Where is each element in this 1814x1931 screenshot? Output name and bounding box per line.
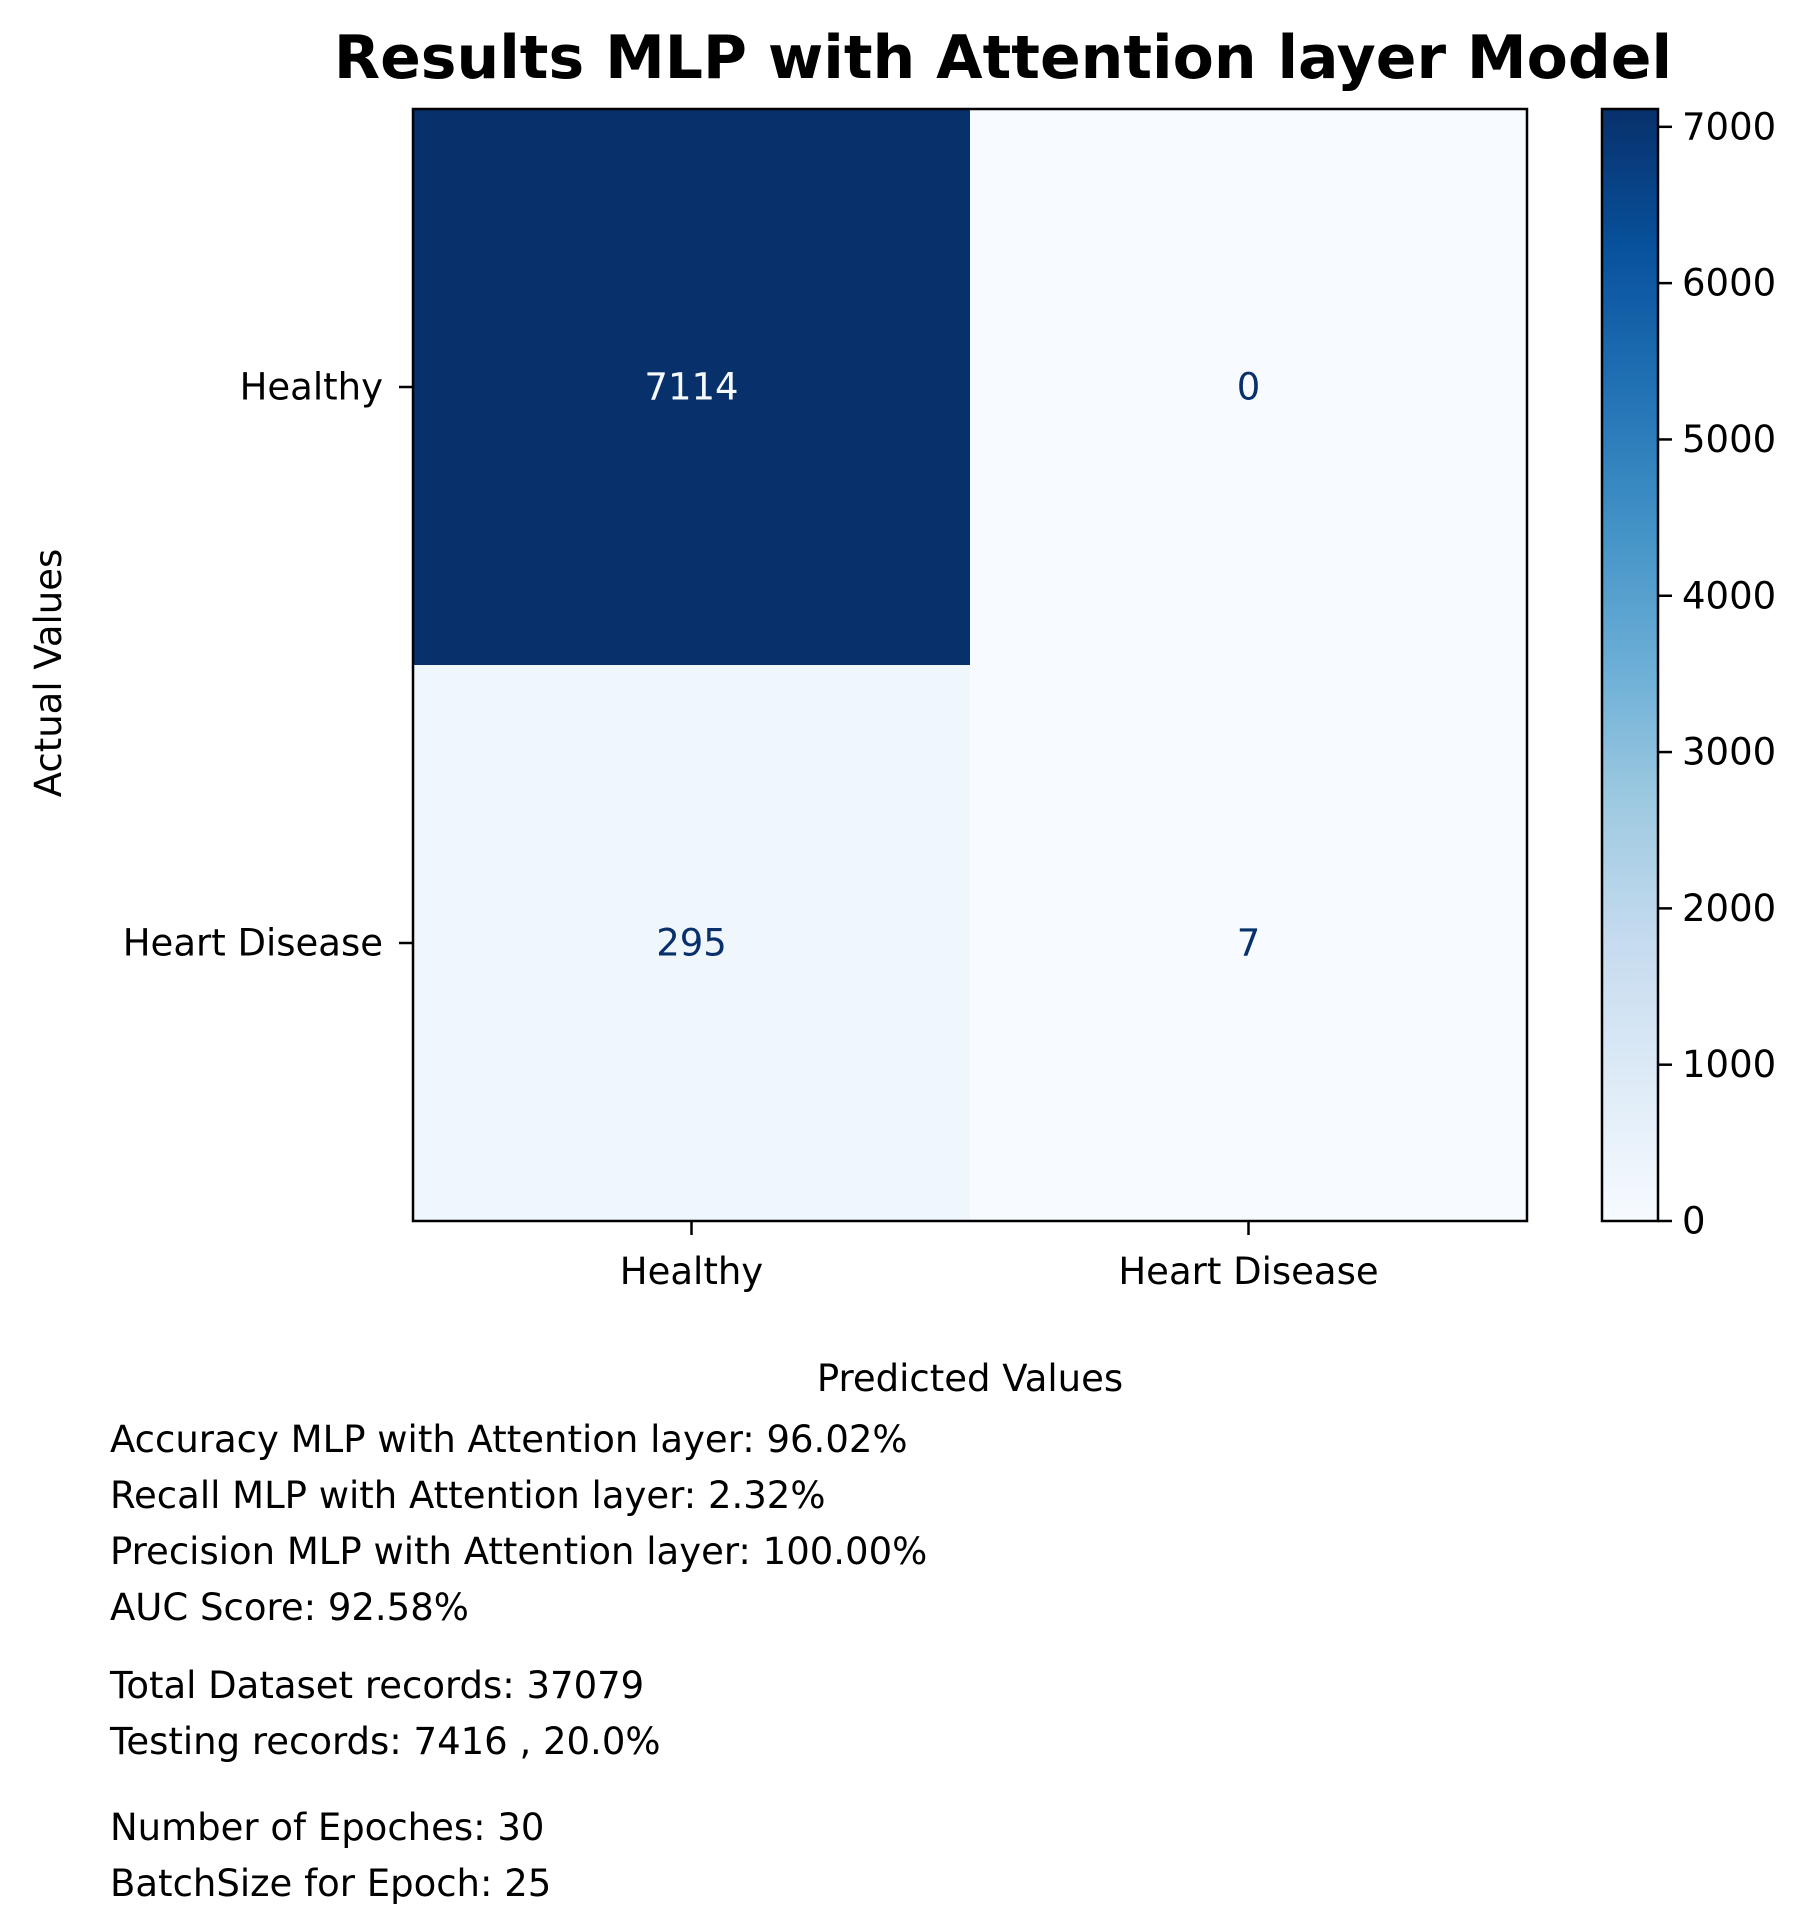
cell-value-0-1: 0 bbox=[1237, 366, 1261, 409]
y-tick-label-0: Healthy bbox=[240, 366, 383, 409]
x-axis-label: Predicted Values bbox=[817, 1357, 1123, 1400]
x-tick-label-0: Healthy bbox=[620, 1250, 763, 1293]
x-tick-label-1: Heart Disease bbox=[1118, 1250, 1378, 1293]
accuracy-text: Accuracy MLP with Attention layer: 96.02… bbox=[110, 1418, 908, 1461]
epochs-text: Number of Epoches: 30 bbox=[110, 1806, 545, 1849]
colorbar-tick-label-3: 3000 bbox=[1682, 731, 1776, 774]
matrix-cells: 7114 0 295 7 bbox=[413, 109, 1527, 1221]
cell-0-0 bbox=[413, 109, 970, 665]
precision-text: Precision MLP with Attention layer: 100.… bbox=[110, 1530, 928, 1573]
colorbar-tick-label-2: 2000 bbox=[1682, 887, 1776, 930]
colorbar-ticks: 0 1000 2000 3000 4000 5000 6000 7000 bbox=[1658, 105, 1776, 1243]
cell-1-0 bbox=[413, 665, 970, 1221]
batch-size-text: BatchSize for Epoch: 25 bbox=[110, 1862, 552, 1905]
cell-value-0-0: 7114 bbox=[644, 366, 738, 409]
colorbar-tick-label-7: 7000 bbox=[1682, 105, 1776, 148]
auc-text: AUC Score: 92.58% bbox=[110, 1586, 469, 1629]
chart-title: Results MLP with Attention layer Model bbox=[334, 23, 1672, 93]
x-axis-ticks: Healthy Heart Disease bbox=[620, 1221, 1379, 1293]
colorbar bbox=[1602, 109, 1658, 1221]
cell-0-1 bbox=[970, 109, 1527, 665]
cell-value-1-0: 295 bbox=[656, 922, 727, 965]
colorbar-tick-label-6: 6000 bbox=[1682, 262, 1776, 305]
recall-text: Recall MLP with Attention layer: 2.32% bbox=[110, 1474, 826, 1517]
total-records-text: Total Dataset records: 37079 bbox=[110, 1664, 645, 1707]
y-axis-label: Actual Values bbox=[27, 549, 70, 798]
y-tick-label-1: Heart Disease bbox=[123, 922, 383, 965]
colorbar-tick-label-1: 1000 bbox=[1682, 1043, 1776, 1086]
colorbar-tick-label-5: 5000 bbox=[1682, 418, 1776, 461]
testing-records-text: Testing records: 7416 , 20.0% bbox=[110, 1720, 661, 1763]
colorbar-tick-label-0: 0 bbox=[1682, 1200, 1706, 1243]
plot-frame bbox=[411, 107, 1529, 1223]
cell-1-1 bbox=[970, 665, 1527, 1221]
colorbar-frame bbox=[1600, 107, 1660, 1223]
colorbar-tick-label-4: 4000 bbox=[1682, 574, 1776, 617]
y-axis-ticks: Healthy Heart Disease bbox=[123, 366, 413, 965]
cell-value-1-1: 7 bbox=[1237, 922, 1261, 965]
